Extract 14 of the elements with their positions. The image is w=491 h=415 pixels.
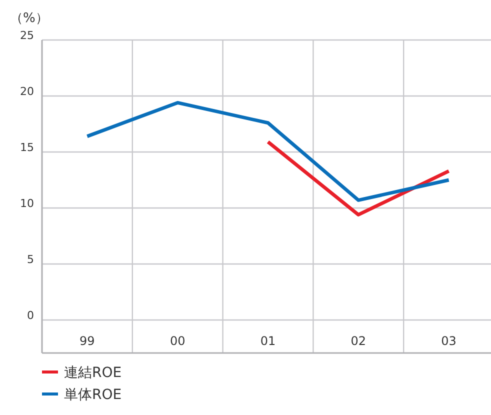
x-tick-label: 99 <box>80 334 95 348</box>
y-tick-label: 25 <box>20 28 34 42</box>
y-tick-label: 20 <box>20 84 34 98</box>
y-tick-label: 10 <box>20 196 34 210</box>
x-tick-label: 02 <box>350 334 366 348</box>
x-tick-label: 00 <box>170 334 186 348</box>
y-tick-label: 15 <box>20 140 34 154</box>
y-tick-label: 5 <box>27 252 34 266</box>
y-axis-title: （%） <box>10 11 48 26</box>
y-tick-label: 0 <box>27 308 34 322</box>
legend-label: 連結ROE <box>64 364 122 381</box>
x-tick-label: 01 <box>260 334 276 348</box>
legend-label: 単体ROE <box>64 386 122 403</box>
x-tick-label: 03 <box>441 334 456 348</box>
